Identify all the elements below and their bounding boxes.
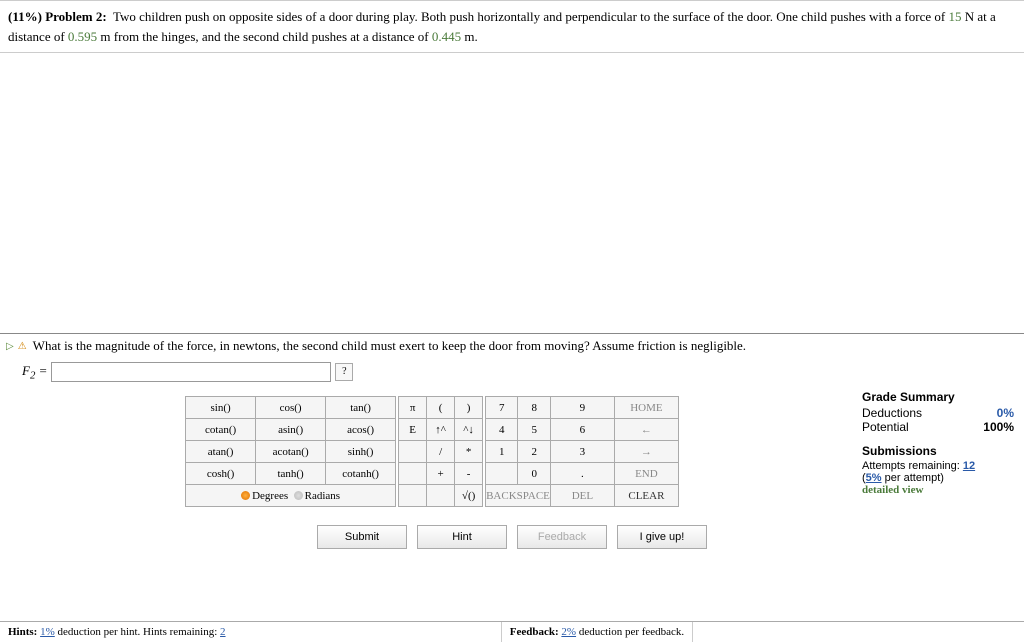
calc-end[interactable]: END — [614, 463, 678, 485]
calc-lparen[interactable]: ( — [427, 397, 455, 419]
potential-label: Potential — [862, 420, 909, 434]
calculator-panel: sin()cos()tan() cotan()asin()acos() atan… — [6, 390, 858, 513]
calc-cotanh[interactable]: cotanh() — [326, 463, 396, 485]
calc-home[interactable]: HOME — [614, 397, 678, 419]
calc-5[interactable]: 5 — [518, 419, 550, 441]
deductions-value: 0% — [997, 406, 1014, 420]
submissions-title: Submissions — [862, 444, 1014, 458]
calc-pi[interactable]: π — [399, 397, 427, 419]
calc-plus[interactable]: + — [427, 463, 455, 485]
feedback-label: Feedback: — [510, 626, 562, 638]
calc-2[interactable]: 2 — [518, 441, 550, 463]
calc-sup[interactable]: ↑^ — [427, 419, 455, 441]
feedback-button[interactable]: Feedback — [517, 525, 607, 549]
problem-force: 15 — [948, 9, 961, 24]
problem-label: Problem 2: — [45, 9, 107, 24]
grade-summary: Grade Summary Deductions 0% Potential 100%… — [858, 390, 1018, 513]
per-attempt-row: (5% per attempt) — [862, 472, 1014, 484]
deductions-label: Deductions — [862, 406, 922, 420]
calc-9[interactable]: 9 — [550, 397, 614, 419]
problem-weight: (11%) — [8, 9, 42, 24]
calc-right[interactable]: → — [614, 441, 678, 463]
answer-variable: F2 = — [22, 363, 47, 382]
calc-sym-table: π() E↑^^↓ /* +- √() — [398, 396, 483, 507]
calc-4[interactable]: 4 — [486, 419, 518, 441]
problem-text-d: m. — [461, 29, 478, 44]
hints-pct[interactable]: 1% — [40, 626, 55, 638]
calc-sin[interactable]: sin() — [186, 397, 256, 419]
calc-cosh[interactable]: cosh() — [186, 463, 256, 485]
submit-button[interactable]: Submit — [317, 525, 407, 549]
question-text: What is the magnitude of the force, in n… — [33, 338, 1018, 354]
angle-mode-row: Degrees Radians — [186, 485, 396, 507]
attempts-link[interactable]: 12 — [963, 460, 975, 472]
feedback-pct[interactable]: 2% — [561, 626, 576, 638]
calc-3[interactable]: 3 — [550, 441, 614, 463]
problem-text-c: m from the hinges, and the second child … — [97, 29, 432, 44]
calc-1[interactable]: 1 — [486, 441, 518, 463]
calc-empty2 — [399, 463, 427, 485]
calc-acotan[interactable]: acotan() — [256, 441, 326, 463]
calc-e[interactable]: E — [399, 419, 427, 441]
calc-backspace[interactable]: BACKSPACE — [486, 485, 551, 507]
calc-cos[interactable]: cos() — [256, 397, 326, 419]
hints-label: Hints: — [8, 626, 40, 638]
calc-empty1 — [399, 441, 427, 463]
calc-func-table: sin()cos()tan() cotan()asin()acos() atan… — [185, 396, 396, 507]
calc-atan[interactable]: atan() — [186, 441, 256, 463]
calc-sub[interactable]: ^↓ — [455, 419, 483, 441]
warning-icon: ⚠ — [18, 341, 27, 352]
calc-asin[interactable]: asin() — [256, 419, 326, 441]
calc-minus[interactable]: - — [455, 463, 483, 485]
problem-dist2: 0.445 — [432, 29, 461, 44]
expand-icon[interactable]: ▷ — [6, 341, 14, 352]
calc-sinh[interactable]: sinh() — [326, 441, 396, 463]
per-attempt-link[interactable]: 5% — [866, 472, 882, 484]
calc-mul[interactable]: * — [455, 441, 483, 463]
calc-clear[interactable]: CLEAR — [614, 485, 678, 507]
hints-remain[interactable]: 2 — [220, 626, 226, 638]
calc-del[interactable]: DEL — [550, 485, 614, 507]
calc-8[interactable]: 8 — [518, 397, 550, 419]
attempts-row: Attempts remaining: 12 — [862, 460, 1014, 472]
calc-empty4 — [427, 485, 455, 507]
diagram-space — [0, 53, 1024, 333]
calc-0[interactable]: 0 — [518, 463, 550, 485]
calc-div[interactable]: / — [427, 441, 455, 463]
calc-left[interactable]: ← — [614, 419, 678, 441]
calc-empty3 — [399, 485, 427, 507]
calc-tan[interactable]: tan() — [326, 397, 396, 419]
calc-tanh[interactable]: tanh() — [256, 463, 326, 485]
calc-6[interactable]: 6 — [550, 419, 614, 441]
calc-sqrt[interactable]: √() — [455, 485, 483, 507]
answer-input[interactable] — [51, 362, 331, 382]
calc-cotan[interactable]: cotan() — [186, 419, 256, 441]
answer-help-icon[interactable]: ? — [335, 363, 353, 381]
calc-num-table: 789HOME 456← 123→ 0.END BACKSPACEDELCLEA… — [485, 396, 679, 507]
calc-7[interactable]: 7 — [486, 397, 518, 419]
problem-dist1: 0.595 — [68, 29, 97, 44]
summary-title: Grade Summary — [862, 390, 1014, 404]
detailed-view-link[interactable]: detailed view — [862, 484, 1014, 496]
calc-empty5 — [486, 463, 518, 485]
footer: Hints: 1% deduction per hint. Hints rema… — [0, 621, 1024, 642]
calc-dot[interactable]: . — [550, 463, 614, 485]
giveup-button[interactable]: I give up! — [617, 525, 707, 549]
calc-acos[interactable]: acos() — [326, 419, 396, 441]
problem-text-a: Two children push on opposite sides of a… — [113, 9, 948, 24]
problem-header: (11%) Problem 2: Two children push on op… — [0, 0, 1024, 53]
degrees-radio[interactable] — [241, 491, 250, 500]
radians-radio[interactable] — [294, 491, 303, 500]
potential-value: 100% — [983, 420, 1014, 434]
calc-rparen[interactable]: ) — [455, 397, 483, 419]
hint-button[interactable]: Hint — [417, 525, 507, 549]
